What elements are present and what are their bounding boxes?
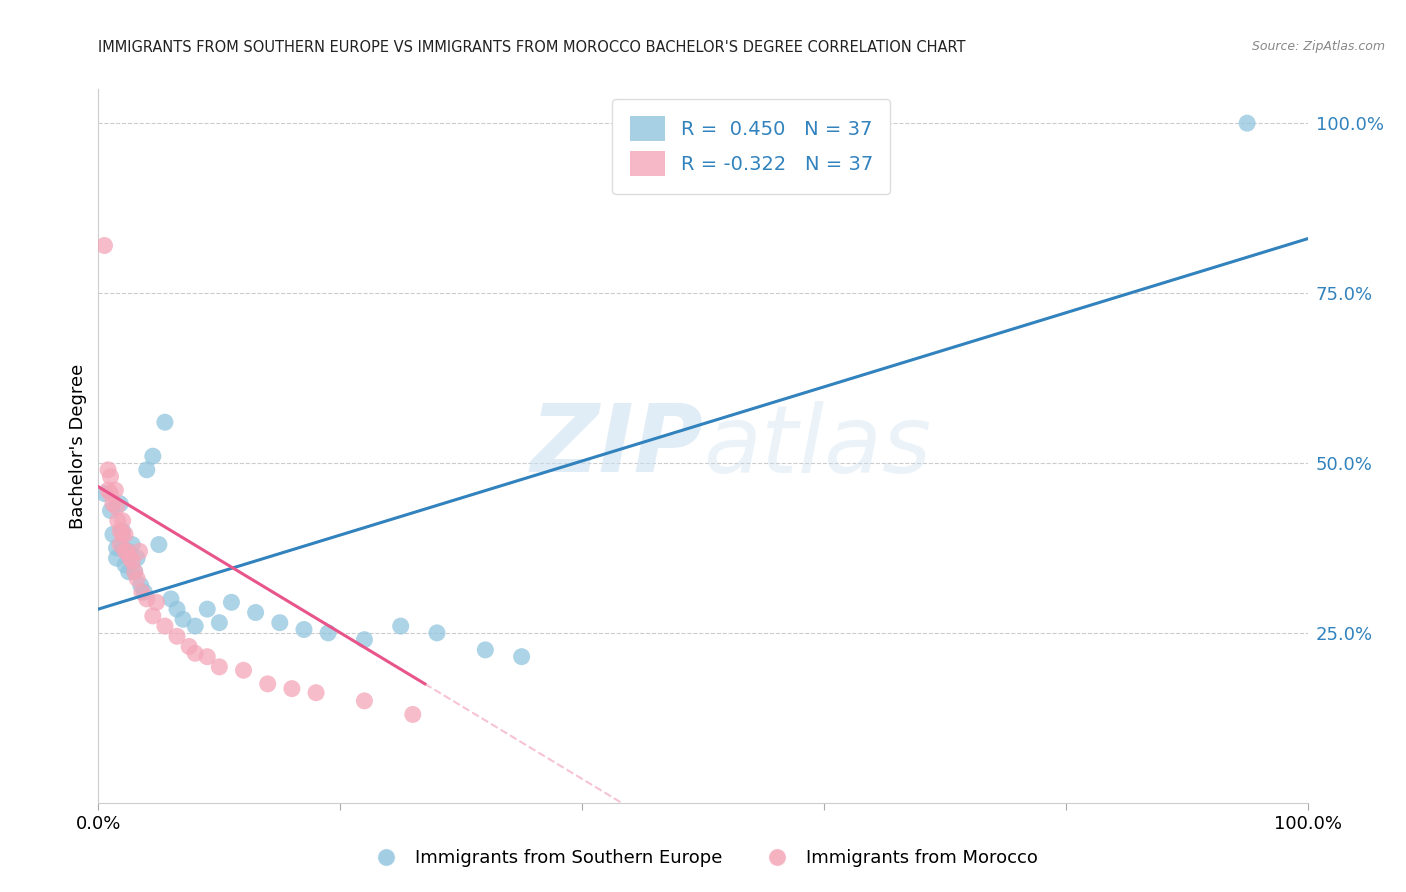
Point — [305, 686, 328, 700]
Point — [104, 483, 127, 498]
Text: Source: ZipAtlas.com: Source: ZipAtlas.com — [1251, 40, 1385, 54]
Point — [114, 558, 136, 572]
Point — [426, 626, 449, 640]
Point — [474, 643, 496, 657]
Point — [107, 514, 129, 528]
Point — [245, 606, 267, 620]
Point — [118, 565, 141, 579]
Point — [221, 595, 243, 609]
Point — [101, 527, 124, 541]
Point — [105, 541, 128, 555]
Text: atlas: atlas — [703, 401, 931, 491]
Point — [281, 681, 304, 696]
Point — [208, 660, 231, 674]
Point — [142, 608, 165, 623]
Point — [153, 619, 176, 633]
Point — [389, 619, 412, 633]
Point — [111, 514, 134, 528]
Point — [108, 524, 131, 538]
Point — [195, 602, 218, 616]
Point — [121, 555, 143, 569]
Legend: R =  0.450   N = 37, R = -0.322   N = 37: R = 0.450 N = 37, R = -0.322 N = 37 — [613, 99, 890, 194]
Point — [114, 544, 136, 558]
Point — [93, 486, 115, 500]
Point — [127, 572, 149, 586]
Point — [105, 500, 128, 515]
Point — [127, 551, 149, 566]
Point — [166, 629, 188, 643]
Point — [195, 649, 218, 664]
Point — [118, 551, 141, 566]
Point — [129, 578, 152, 592]
Point — [135, 463, 157, 477]
Point — [134, 585, 156, 599]
Point — [124, 565, 146, 579]
Point — [97, 483, 120, 498]
Point — [256, 677, 278, 691]
Point — [208, 615, 231, 630]
Point — [124, 565, 146, 579]
Point — [111, 527, 134, 541]
Point — [1236, 116, 1258, 130]
Point — [135, 591, 157, 606]
Point — [172, 612, 194, 626]
Point — [105, 551, 128, 566]
Point — [184, 619, 207, 633]
Point — [153, 415, 176, 429]
Legend: Immigrants from Southern Europe, Immigrants from Morocco: Immigrants from Southern Europe, Immigra… — [361, 842, 1045, 874]
Point — [100, 503, 122, 517]
Point — [232, 663, 254, 677]
Point — [93, 238, 115, 252]
Point — [121, 537, 143, 551]
Point — [108, 497, 131, 511]
Point — [131, 585, 153, 599]
Text: ZIP: ZIP — [530, 400, 703, 492]
Point — [353, 694, 375, 708]
Point — [160, 591, 183, 606]
Point — [402, 707, 425, 722]
Text: IMMIGRANTS FROM SOUTHERN EUROPE VS IMMIGRANTS FROM MOROCCO BACHELOR'S DEGREE COR: IMMIGRANTS FROM SOUTHERN EUROPE VS IMMIG… — [98, 40, 966, 55]
Point — [117, 544, 139, 558]
Point — [114, 527, 136, 541]
Point — [292, 623, 315, 637]
Point — [128, 544, 150, 558]
Point — [316, 626, 339, 640]
Point — [145, 595, 167, 609]
Y-axis label: Bachelor's Degree: Bachelor's Degree — [69, 363, 87, 529]
Point — [179, 640, 201, 654]
Point — [510, 649, 533, 664]
Point — [108, 537, 131, 551]
Point — [111, 524, 134, 538]
Point — [101, 497, 124, 511]
Point — [184, 646, 207, 660]
Point — [100, 486, 122, 500]
Point — [100, 469, 122, 483]
Point — [142, 449, 165, 463]
Point — [353, 632, 375, 647]
Point — [118, 544, 141, 558]
Point — [269, 615, 291, 630]
Point — [148, 537, 170, 551]
Point — [111, 541, 134, 555]
Point — [97, 463, 120, 477]
Point — [166, 602, 188, 616]
